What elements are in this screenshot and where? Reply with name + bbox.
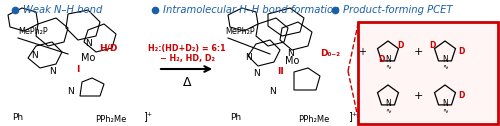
Text: Δ: Δ xyxy=(183,76,191,89)
Text: N: N xyxy=(385,100,391,108)
Text: +: + xyxy=(414,91,422,101)
Text: H₂:(HD+D₂) = 6:1: H₂:(HD+D₂) = 6:1 xyxy=(148,43,226,53)
Text: ∿: ∿ xyxy=(442,107,448,113)
Text: N: N xyxy=(252,70,260,78)
Text: N: N xyxy=(244,54,252,62)
Text: Product-forming PCET: Product-forming PCET xyxy=(343,5,452,15)
Text: Intramolecular H–H bond formation: Intramolecular H–H bond formation xyxy=(163,5,340,15)
Text: D: D xyxy=(397,41,404,50)
Text: +: + xyxy=(358,47,366,57)
Text: I: I xyxy=(76,65,80,73)
Text: PPh₂Me: PPh₂Me xyxy=(95,116,126,124)
Text: ∿: ∿ xyxy=(385,107,391,113)
Text: N: N xyxy=(442,100,448,108)
Text: Ph: Ph xyxy=(12,114,23,122)
Text: ]⁺: ]⁺ xyxy=(348,111,357,121)
Text: D: D xyxy=(430,41,436,50)
Text: MePh₂P: MePh₂P xyxy=(225,27,254,37)
Text: Weak N–H bond: Weak N–H bond xyxy=(23,5,102,15)
Text: D₀₋₂: D₀₋₂ xyxy=(320,50,340,58)
Text: MePh₂P: MePh₂P xyxy=(18,27,48,37)
Text: ]⁺: ]⁺ xyxy=(143,111,152,121)
Text: N: N xyxy=(32,52,38,60)
Text: Mo: Mo xyxy=(81,53,95,63)
Text: +: + xyxy=(414,47,422,57)
Text: N: N xyxy=(84,39,91,49)
Text: N: N xyxy=(48,67,56,75)
Text: N: N xyxy=(385,55,391,65)
Text: Ph: Ph xyxy=(230,114,241,122)
Text: II: II xyxy=(276,67,283,75)
Text: D: D xyxy=(378,55,385,65)
Text: ∿: ∿ xyxy=(385,63,391,69)
Text: D: D xyxy=(458,48,464,56)
Text: Mo: Mo xyxy=(285,56,299,66)
Text: − H₂, HD, D₂: − H₂, HD, D₂ xyxy=(160,54,214,62)
Bar xyxy=(358,22,498,124)
Text: H/D: H/D xyxy=(99,43,117,53)
Text: N: N xyxy=(442,55,448,65)
Text: D: D xyxy=(458,91,464,101)
Text: N: N xyxy=(286,50,294,58)
Text: N: N xyxy=(268,87,276,96)
Text: PPh₂Me: PPh₂Me xyxy=(298,116,330,124)
Text: N: N xyxy=(66,87,73,96)
Text: ∿: ∿ xyxy=(442,63,448,69)
